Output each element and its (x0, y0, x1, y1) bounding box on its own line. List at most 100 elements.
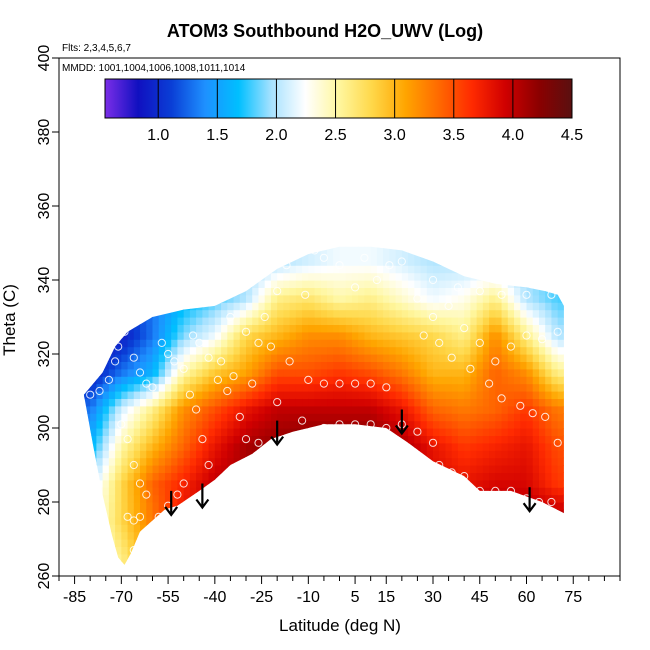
heatmap-cell (451, 317, 459, 325)
heatmap-cell (433, 361, 440, 370)
heatmap-cell (289, 479, 297, 488)
heatmap-cell (158, 246, 166, 251)
heatmap-cell (482, 516, 490, 525)
heatmap-cell (221, 250, 228, 259)
heatmap-cell (514, 516, 521, 525)
heatmap-cell (408, 516, 415, 525)
heatmap-cell (140, 346, 147, 355)
heatmap-cell (420, 294, 428, 303)
heatmap-cell (115, 265, 122, 274)
heatmap-cell (171, 250, 179, 259)
heatmap-cell (408, 236, 415, 244)
heatmap-cell (289, 502, 297, 510)
heatmap-cell (507, 539, 515, 547)
colorbar-tick-label: 4.0 (502, 127, 524, 144)
heatmap-cell (501, 398, 509, 407)
heatmap-cell (314, 265, 322, 274)
heatmap-cell (90, 428, 97, 436)
observation-point (351, 420, 360, 429)
heatmap-cell (221, 361, 228, 370)
heatmap-cell (258, 561, 266, 565)
heatmap-cell (351, 494, 359, 503)
heatmap-cell (514, 561, 521, 565)
heatmap-cell (283, 376, 291, 385)
heatmap-cell (376, 509, 384, 518)
heatmap-cell (514, 272, 521, 281)
heatmap-cell (127, 354, 135, 362)
heatmap-cell (127, 376, 135, 385)
heatmap-cell (221, 398, 228, 407)
heatmap-cell (339, 487, 347, 496)
heatmap-cell (526, 257, 534, 266)
heatmap-cell (83, 324, 91, 333)
heatmap-cell (96, 361, 104, 370)
heatmap-cell (383, 450, 390, 459)
heatmap-cell (489, 331, 496, 340)
heatmap-cell (345, 331, 353, 340)
heatmap-cell (295, 383, 303, 392)
heatmap-cell (183, 413, 191, 422)
heatmap-cell (314, 317, 322, 325)
heatmap-cell (270, 428, 278, 436)
heatmap-cell (152, 546, 160, 555)
heatmap-cell (270, 405, 278, 414)
heatmap-cell (526, 354, 534, 362)
heatmap-cell (370, 465, 378, 473)
heatmap-cell (177, 236, 184, 244)
heatmap-cell (364, 391, 372, 399)
heatmap-cell (351, 561, 359, 565)
heatmap-cell (96, 368, 104, 377)
heatmap-cell (414, 420, 422, 429)
heatmap-cell (408, 524, 415, 533)
heatmap-cell (289, 280, 297, 288)
heatmap-cell (545, 472, 553, 481)
heatmap-cell (102, 553, 110, 562)
heatmap-cell (264, 472, 272, 481)
heatmap-cell (83, 502, 85, 510)
heatmap-cell (264, 465, 272, 473)
heatmap-cell (563, 428, 564, 436)
heatmap-cell (233, 472, 241, 481)
heatmap-cell (252, 524, 260, 533)
heatmap-cell (408, 265, 415, 274)
heatmap-cell (283, 236, 290, 244)
heatmap-cell (202, 472, 210, 481)
heatmap-cell (445, 280, 453, 288)
heatmap-cell (283, 354, 291, 362)
heatmap-cell (414, 265, 422, 274)
heatmap-cell (189, 553, 197, 562)
heatmap-cell (389, 272, 397, 281)
heatmap-cell (327, 553, 334, 562)
heatmap-cell (489, 368, 496, 377)
heatmap-cell (339, 561, 347, 565)
heatmap-cell (364, 302, 372, 311)
heatmap-cell (395, 280, 403, 288)
heatmap-cell (115, 405, 122, 414)
heatmap-cell (327, 398, 334, 407)
heatmap-cell (426, 413, 434, 422)
heatmap-cell (451, 287, 459, 296)
heatmap-cell (252, 435, 260, 444)
heatmap-cell (401, 265, 409, 274)
heatmap-cell (133, 324, 141, 333)
heatmap-cell (395, 405, 403, 414)
heatmap-cell (202, 524, 210, 533)
heatmap-cell (252, 428, 260, 436)
heatmap-cell (315, 236, 322, 244)
heatmap-cell (433, 236, 440, 244)
heatmap-cell (470, 287, 478, 296)
heatmap-cell (395, 250, 403, 259)
heatmap-cell (383, 246, 390, 251)
heatmap-cell (339, 428, 347, 436)
heatmap-cell (208, 546, 216, 555)
heatmap-cell (389, 265, 397, 274)
heatmap-cell (264, 354, 272, 362)
heatmap-cell (289, 472, 297, 481)
heatmap-cell (214, 272, 222, 281)
heatmap-cell (164, 246, 172, 251)
heatmap-cell (395, 257, 403, 266)
heatmap-cell (158, 428, 166, 436)
heatmap-cell (102, 516, 110, 525)
heatmap-cell (177, 516, 185, 525)
heatmap-cell (127, 405, 135, 414)
